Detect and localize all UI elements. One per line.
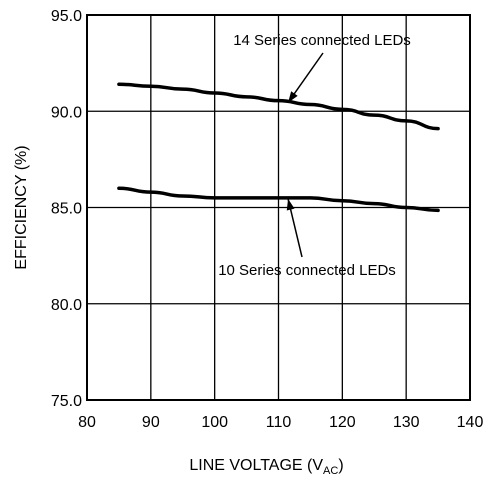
y-tick-label: 75.0 xyxy=(51,393,82,410)
y-tick-label: 85.0 xyxy=(51,201,82,218)
series-lines xyxy=(117,82,440,213)
x-tick-label: 80 xyxy=(78,414,96,431)
y-tick-label: 90.0 xyxy=(51,104,82,121)
x-axis-label-main: LINE VOLTAGE (V xyxy=(189,457,323,474)
x-tick-label: 130 xyxy=(393,414,420,431)
y-tick-label: 95.0 xyxy=(51,8,82,25)
x-tick-label: 120 xyxy=(329,414,356,431)
x-axis-label-subscript: AC xyxy=(323,465,338,477)
y-tick-label: 80.0 xyxy=(51,297,82,314)
x-tick-label: 100 xyxy=(201,414,228,431)
y-axis-label: EFFICIENCY (%) xyxy=(13,145,30,269)
tick-labels: 80 90 100 110 120 130 140 75.0 80.0 85.0 90.0 95.0 xyxy=(51,8,484,431)
annotation-arrowhead xyxy=(286,198,295,211)
x-tick-label: 90 xyxy=(142,414,160,431)
x-tick-label: 140 xyxy=(457,414,484,431)
series-line-14-leds xyxy=(117,82,440,131)
annotations: 14 Series connected LEDs 10 Series connec… xyxy=(218,32,411,279)
annotation-label: 10 Series connected LEDs xyxy=(218,262,396,279)
x-axis-label: LINE VOLTAGE (VAC) xyxy=(189,457,343,477)
series-line-10-leds xyxy=(117,186,440,213)
x-tick-label: 110 xyxy=(266,414,292,431)
annotation-label: 14 Series connected LEDs xyxy=(233,32,411,49)
x-axis-label-close: ) xyxy=(338,457,343,474)
plot-frame xyxy=(86,14,471,401)
annotation-arrowhead xyxy=(288,91,298,103)
